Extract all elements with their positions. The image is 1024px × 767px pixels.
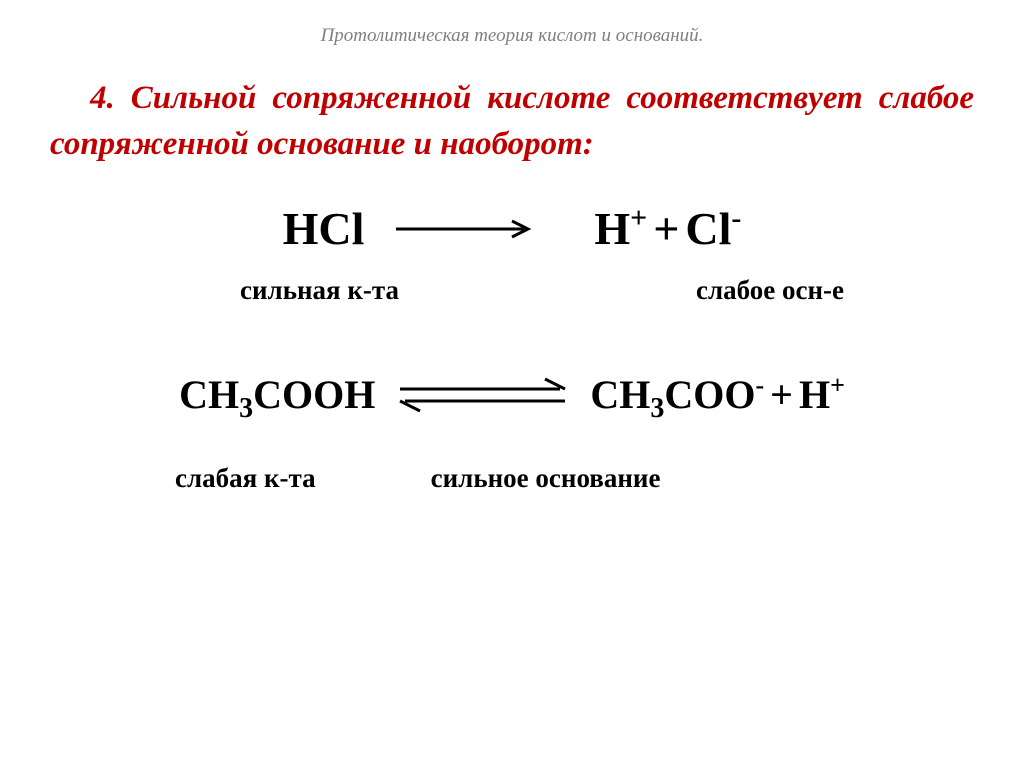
equilibrium-arrow-icon: [395, 375, 570, 415]
eq1-lhs: HCl: [283, 202, 365, 255]
eq2-rhs-a: CH: [590, 372, 650, 417]
eq2-rhs-c: H: [799, 372, 830, 417]
equation-block-2: CH3COOH CH3COO- + H+ слабая к-та сильное…: [50, 371, 974, 494]
slide-title: Протолитическая теория кислот и основани…: [50, 25, 974, 47]
eq1-rhs-b-sup: -: [731, 202, 741, 235]
statement-number: 4.: [90, 80, 115, 116]
main-statement: 4. Сильной сопряженной кислоте соответст…: [50, 75, 974, 167]
eq2-label-right: сильное основание: [431, 463, 661, 494]
eq1-rhs-b: Cl: [685, 203, 731, 254]
eq2-rhs-b-sup: -: [755, 371, 764, 400]
equation-block-1: HCl H+ + Cl- сильная к-та слабое осн-е: [50, 202, 974, 306]
eq2-rhs-ch3coo: CH3COO-: [590, 371, 764, 418]
equation-2-labels: слабая к-та сильное основание: [50, 463, 974, 494]
equation-2: CH3COOH CH3COO- + H+: [50, 371, 974, 418]
eq1-label-left: сильная к-та: [240, 275, 399, 306]
eq1-rhs-a: H: [594, 203, 630, 254]
forward-arrow-icon: [394, 219, 534, 239]
eq1-rhs-cl: Cl-: [685, 202, 741, 255]
eq2-rhs-c-sup: +: [830, 371, 845, 400]
eq2-rhs-b: COO: [664, 372, 755, 417]
eq2-rhs-h: H+: [799, 371, 845, 418]
equation-1: HCl H+ + Cl-: [50, 202, 974, 255]
eq2-lhs-a-sub: 3: [239, 393, 253, 424]
eq2-rhs-a-sub: 3: [650, 393, 664, 424]
eq2-label-left: слабая к-та: [175, 463, 316, 494]
eq1-plus: +: [653, 202, 679, 255]
eq2-lhs-b: COOH: [253, 372, 375, 417]
equation-1-labels: сильная к-та слабое осн-е: [50, 275, 974, 306]
eq2-lhs-a: CH: [179, 372, 239, 417]
eq1-rhs-h: H+: [594, 202, 647, 255]
eq1-label-right: слабое осн-е: [696, 275, 844, 306]
eq2-lhs: CH3COOH: [179, 371, 375, 418]
statement-text: Сильной сопряженной кислоте соответствуе…: [50, 80, 974, 162]
eq1-rhs-a-sup: +: [630, 202, 647, 235]
eq2-plus: +: [770, 371, 793, 418]
